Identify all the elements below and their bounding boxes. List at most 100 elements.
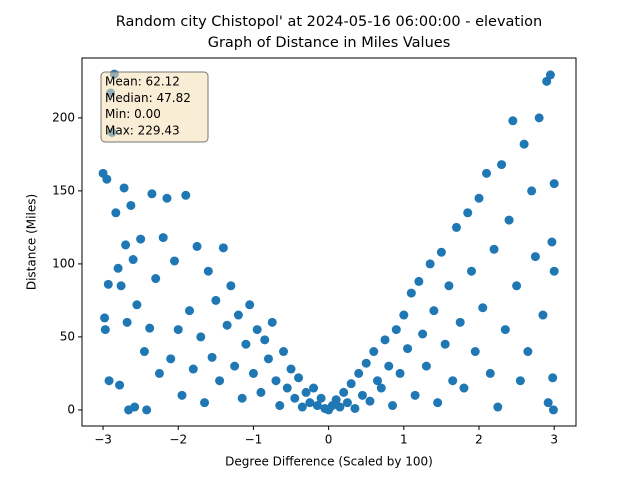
scatter-point — [116, 281, 126, 291]
scatter-point — [444, 281, 454, 291]
scatter-point — [230, 361, 240, 371]
scatter-point — [121, 240, 131, 250]
scatter-point — [267, 317, 277, 327]
scatter-point — [508, 116, 518, 126]
scatter-point — [403, 344, 413, 354]
scatter-point — [354, 368, 364, 378]
scatter-point — [241, 339, 251, 349]
stats-text: Median: 47.82 — [105, 91, 191, 105]
scatter-point — [142, 405, 152, 415]
y-tick-label: 50 — [60, 329, 75, 343]
scatter-point — [549, 266, 559, 276]
scatter-point — [158, 233, 168, 243]
scatter-point — [548, 405, 558, 415]
scatter-point — [342, 398, 352, 408]
scatter-point — [433, 398, 443, 408]
scatter-point — [361, 358, 371, 368]
scatter-point — [459, 383, 469, 393]
y-tick-label: 100 — [52, 256, 75, 270]
x-tick-label: 2 — [475, 433, 483, 447]
scatter-point — [222, 320, 232, 330]
scatter-point — [100, 313, 110, 323]
scatter-point — [391, 325, 401, 335]
scatter-point — [282, 383, 292, 393]
scatter-point — [119, 183, 129, 193]
x-tick-label: −3 — [94, 433, 112, 447]
stats-text: Max: 229.43 — [105, 123, 180, 137]
scatter-point — [504, 215, 514, 225]
scatter-point — [384, 361, 394, 371]
scatter-point — [139, 347, 149, 357]
scatter-point — [226, 281, 236, 291]
scatter-point — [418, 329, 428, 339]
scatter-point — [515, 376, 525, 386]
scatter-point — [207, 352, 217, 362]
scatter-point — [260, 335, 270, 345]
x-tick-label: −2 — [169, 433, 187, 447]
scatter-point — [399, 310, 409, 320]
scatter-point — [122, 317, 132, 327]
y-axis-label: Distance (Miles) — [25, 194, 39, 290]
stats-text: Mean: 62.12 — [105, 75, 180, 89]
scatter-point — [290, 393, 300, 403]
scatter-point — [527, 186, 537, 196]
scatter-point — [305, 398, 315, 408]
scatter-point — [543, 398, 553, 408]
scatter-point — [136, 234, 146, 244]
y-tick-label: 150 — [52, 183, 75, 197]
scatter-point — [173, 325, 183, 335]
scatter-point — [331, 395, 341, 405]
scatter-point — [530, 252, 540, 262]
scatter-point — [316, 393, 326, 403]
scatter-point — [271, 376, 281, 386]
scatter-point — [425, 259, 435, 269]
scatter-point — [177, 390, 187, 400]
scatter-point — [463, 208, 473, 218]
scatter-point — [512, 281, 522, 291]
scatter-point — [301, 387, 311, 397]
scatter-point — [200, 398, 210, 408]
scatter-point — [192, 241, 202, 251]
scatter-point — [115, 380, 125, 390]
scatter-point — [440, 339, 450, 349]
scatter-point — [429, 306, 439, 316]
scatter-point — [365, 396, 375, 406]
scatter-point — [130, 402, 140, 412]
scatter-point — [406, 288, 416, 298]
scatter-point — [523, 347, 533, 357]
scatter-point — [275, 401, 285, 411]
scatter-point — [395, 368, 405, 378]
scatter-point — [104, 376, 114, 386]
scatter-point — [111, 208, 121, 218]
scatter-point — [279, 347, 289, 357]
scatter-point — [248, 368, 258, 378]
scatter-point — [369, 347, 379, 357]
scatter-point — [410, 390, 420, 400]
scatter-point — [414, 276, 424, 286]
scatter-point — [478, 303, 488, 313]
scatter-point — [128, 255, 138, 265]
scatter-point — [335, 402, 345, 412]
scatter-point — [233, 310, 243, 320]
scatter-point — [388, 401, 398, 411]
scatter-point — [500, 325, 510, 335]
scatter-point — [436, 247, 446, 257]
scatter-point — [493, 402, 503, 412]
scatter-point — [145, 323, 155, 333]
scatter-point — [126, 200, 136, 210]
scatter-point — [357, 390, 367, 400]
scatter-point — [151, 274, 161, 284]
scatter-point — [245, 300, 255, 310]
scatter-point — [466, 266, 476, 276]
scatter-point — [237, 393, 247, 403]
scatter-point — [497, 160, 507, 170]
scatter-point — [188, 364, 198, 374]
scatter-point — [196, 332, 206, 342]
scatter-point — [100, 325, 110, 335]
scatter-point — [103, 279, 113, 289]
scatter-point — [102, 174, 112, 184]
scatter-point — [421, 361, 431, 371]
x-tick-label: 1 — [400, 433, 408, 447]
x-axis-label: Degree Difference (Scaled by 100) — [225, 455, 433, 469]
